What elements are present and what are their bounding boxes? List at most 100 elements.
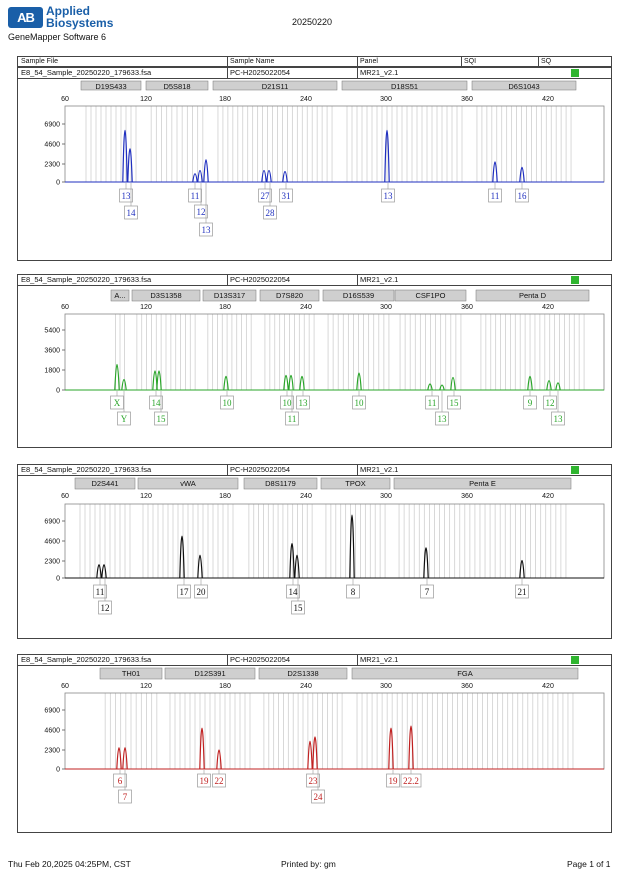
allele-call-box <box>194 204 208 219</box>
allele-call-label: 11 <box>96 587 105 597</box>
allele-peak <box>299 375 305 391</box>
brand-name: Applied Biosystems <box>46 5 113 29</box>
dye-panel-black: E8_54_Sample_20250220_179633.fsa PC-H202… <box>17 464 612 639</box>
col-panel: Panel <box>360 58 378 65</box>
x-tick-label: 240 <box>300 304 312 311</box>
table-header: Sample File Sample Name Panel SQI SQ <box>17 56 612 67</box>
allele-peak <box>423 547 429 579</box>
allele-call-label: 31 <box>282 191 291 201</box>
allele-peak <box>223 375 229 391</box>
allele-call-box <box>258 188 272 203</box>
y-tick-label: 6900 <box>44 122 60 129</box>
marker-label: D5S818 <box>163 82 190 91</box>
allele-call-label: 13 <box>122 191 132 201</box>
sq-status-badge <box>571 69 579 77</box>
allele-peak <box>121 379 127 391</box>
allele-call-box <box>98 600 112 615</box>
allele-peak <box>555 382 561 391</box>
y-tick-label: 4600 <box>44 728 60 735</box>
allele-peak <box>216 749 222 770</box>
allele-call-box <box>188 188 202 203</box>
allele-call-box <box>291 600 305 615</box>
col-divider <box>357 57 358 66</box>
allele-call-box <box>279 188 293 203</box>
allele-call-box <box>197 773 211 788</box>
allele-call-label: 15 <box>450 398 460 408</box>
col-divider <box>357 465 358 475</box>
allele-call-label: 28 <box>266 208 276 218</box>
allele-call-box <box>263 205 277 220</box>
sample-file: E8_54_Sample_20250220_179633.fsa <box>21 68 152 77</box>
allele-call-box <box>311 789 325 804</box>
col-divider <box>357 68 358 78</box>
marker-label: D2S1338 <box>287 669 318 678</box>
allele-call-box <box>381 188 395 203</box>
allele-peak <box>127 148 133 183</box>
marker-box <box>137 477 239 490</box>
y-tick-label: 0 <box>56 767 60 774</box>
allele-call-box <box>119 188 133 203</box>
allele-peak <box>492 161 498 183</box>
allele-call-box <box>346 584 360 599</box>
col-divider <box>227 465 228 475</box>
marker-label: D21S11 <box>262 82 289 91</box>
x-tick-label: 300 <box>380 493 392 500</box>
allele-call-label: 15 <box>294 603 304 613</box>
marker-box <box>131 289 201 302</box>
y-tick-label: 5400 <box>44 328 60 335</box>
allele-peak <box>519 559 525 579</box>
col-sample-name: Sample Name <box>230 58 275 65</box>
allele-call-label: 20 <box>197 587 207 597</box>
sample-row: E8_54_Sample_20250220_179633.fsa PC-H202… <box>18 465 611 476</box>
marker-box <box>351 667 579 680</box>
y-tick-label: 3600 <box>44 348 60 355</box>
allele-call-label: 19 <box>200 776 210 786</box>
allele-peak <box>289 543 295 579</box>
x-tick-label: 180 <box>219 493 231 500</box>
allele-peak <box>156 370 162 391</box>
allele-call-label: 21 <box>518 587 527 597</box>
x-tick-label: 300 <box>380 683 392 690</box>
allele-call-label: 9 <box>528 398 533 408</box>
marker-label: Penta E <box>469 479 496 488</box>
allele-call-label: 14 <box>152 398 162 408</box>
electropherogram: D2S441 vWA D8S1179 TPOX Penta E60 120 180 240 30… <box>44 477 605 615</box>
allele-peak <box>283 374 289 391</box>
marker-label: vWA <box>180 479 196 488</box>
col-divider <box>357 655 358 665</box>
allele-peak <box>203 159 209 183</box>
col-divider <box>227 68 228 78</box>
marker-label: A... <box>114 291 125 300</box>
dye-panel-red: E8_54_Sample_20250220_179633.fsa PC-H202… <box>17 654 612 833</box>
allele-call-label: 11 <box>491 191 500 201</box>
allele-call-label: 11 <box>288 414 297 424</box>
allele-peak <box>179 535 185 579</box>
marker-box <box>74 477 136 490</box>
x-tick-label: 120 <box>140 96 152 103</box>
software-name: GeneMapper Software 6 <box>8 32 107 42</box>
y-tick-label: 2300 <box>44 748 60 755</box>
marker-label: D6S1043 <box>508 82 539 91</box>
x-tick-label: 420 <box>542 683 554 690</box>
col-divider <box>461 57 462 66</box>
allele-call-label: Y <box>121 414 128 424</box>
allele-call-box <box>543 395 557 410</box>
marker-label: D3S1358 <box>150 291 181 300</box>
allele-peak <box>439 384 445 391</box>
sample-row: E8_54_Sample_20250220_179633.fsa PC-H202… <box>18 655 611 666</box>
allele-call-box <box>194 584 208 599</box>
allele-call-label: 6 <box>118 776 123 786</box>
printed-by: Printed by: gm <box>281 859 336 869</box>
x-tick-label: 420 <box>542 96 554 103</box>
allele-call-box <box>523 395 537 410</box>
allele-call-box <box>285 411 299 426</box>
panel-name: MR21_v2.1 <box>360 465 399 474</box>
page-number: Page 1 of 1 <box>567 859 611 869</box>
allele-peak <box>197 554 203 579</box>
allele-call-box <box>286 584 300 599</box>
dye-panel-blue: E8_54_Sample_20250220_179633.fsa PC-H202… <box>17 67 612 261</box>
allele-peak <box>116 747 122 770</box>
sample-file: E8_54_Sample_20250220_179633.fsa <box>21 655 152 664</box>
x-tick-label: 300 <box>380 304 392 311</box>
allele-peak <box>546 380 552 391</box>
